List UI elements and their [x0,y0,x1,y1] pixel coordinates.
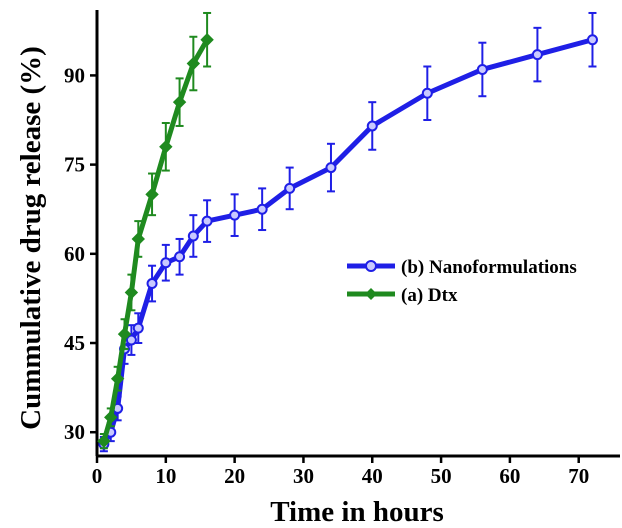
data-point [174,251,186,263]
data-point [159,140,173,154]
data-point [97,434,111,448]
x-tick-label: 60 [499,464,520,488]
data-point [421,87,433,99]
data-point [325,162,337,174]
legend-marker [365,260,377,272]
data-point [125,334,137,346]
legend-marker [365,288,377,300]
data-point [146,278,158,290]
x-tick-label: 20 [224,464,245,488]
y-tick-label: 30 [64,420,85,444]
y-tick-label: 75 [64,153,85,177]
x-axis-title: Time in hours [270,496,444,528]
x-tick-label: 70 [568,464,589,488]
x-tick-label: 0 [92,464,103,488]
x-tick-label: 10 [155,464,176,488]
series-1 [97,11,214,450]
x-tick-label: 50 [431,464,452,488]
data-point [172,95,187,109]
y-axis-title: Cummulative drug release (%) [15,46,47,430]
y-tick-label: 60 [64,242,85,266]
data-point [160,257,172,269]
data-point [110,371,125,386]
y-tick-label: 45 [64,331,85,355]
data-point [586,34,598,46]
data-point [145,187,159,202]
x-tick-label: 40 [362,464,383,488]
data-point [531,49,543,61]
data-point [117,327,132,341]
data-point [186,56,201,71]
data-point [104,410,118,425]
data-point [256,203,268,215]
y-tick-label: 90 [64,63,85,87]
legend-label: (b) Nanoformulations [401,257,577,278]
data-point [131,232,145,246]
data-point [366,120,378,132]
data-point [200,33,214,47]
data-point [229,209,241,221]
data-point [476,63,488,75]
data-point [201,215,213,227]
data-point [132,322,144,334]
series-0 [98,11,598,453]
data-point [187,230,199,242]
legend-label: (a) Dtx [401,285,458,306]
data-point [124,285,139,300]
data-point [284,182,296,194]
x-tick-label: 30 [293,464,314,488]
